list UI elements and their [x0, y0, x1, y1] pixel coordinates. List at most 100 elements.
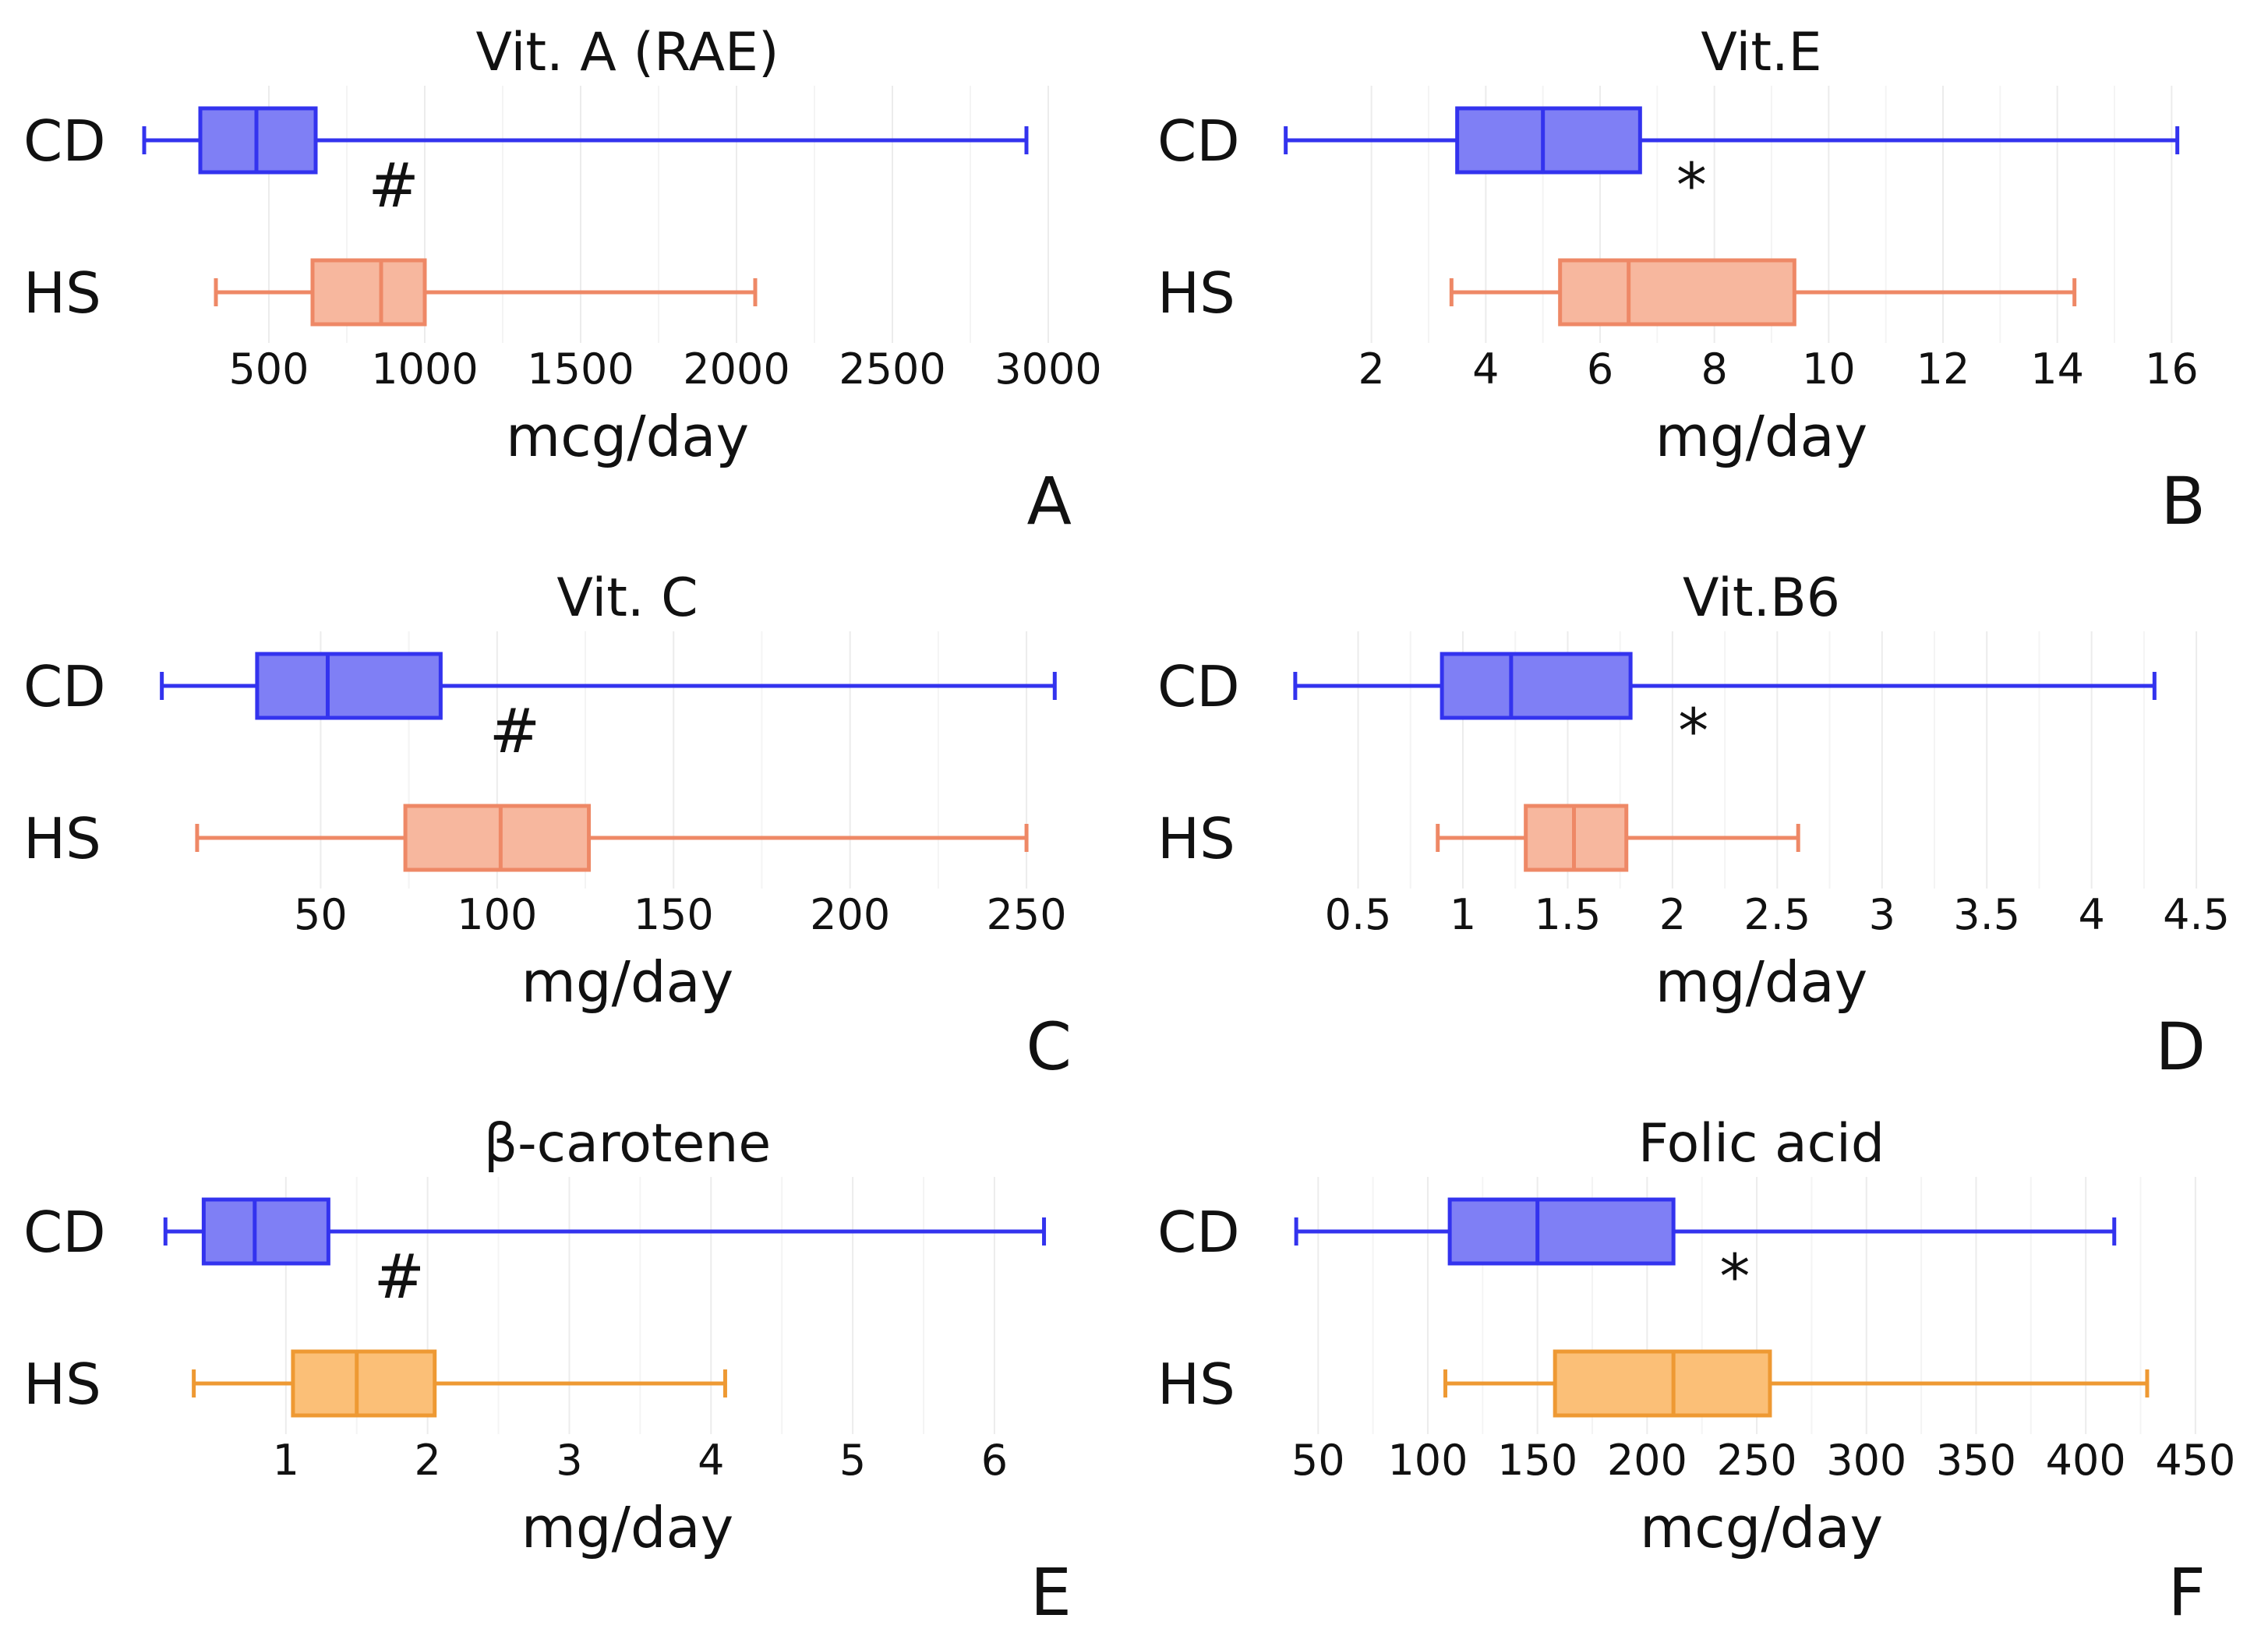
- panel-letter: C: [1026, 1009, 1072, 1085]
- box-cd: [163, 1197, 1047, 1266]
- panel-a: Vit. A (RAE) CD HS #500 1000 1500 2000 2500 3000…: [23, 22, 1102, 539]
- x-tick-label: 4: [2078, 890, 2104, 939]
- chart-title: Vit.E: [1701, 22, 1821, 83]
- x-tick-label: 2000: [683, 345, 790, 394]
- x-tick-label: 300: [1826, 1436, 1906, 1485]
- group-label-hs: HS: [23, 806, 101, 871]
- iqr-box: [1440, 652, 1633, 720]
- x-tick-label: 4: [1472, 345, 1499, 394]
- chart-title: β-carotene: [484, 1113, 772, 1175]
- box-cd: [1293, 652, 2157, 720]
- significance-mark: *: [1719, 1242, 1750, 1313]
- panel-c: Vit. C CD HS #50 100 150 200 250 mg/day C: [23, 567, 1072, 1085]
- x-tick-label: 200: [810, 890, 890, 939]
- group-label-hs: HS: [1157, 260, 1235, 326]
- x-tick-label: 12: [1916, 345, 1970, 394]
- x-tick-label: 2: [414, 1436, 440, 1485]
- x-tick-label: 450: [2155, 1436, 2235, 1485]
- x-tick-label: 150: [1497, 1436, 1577, 1485]
- panel-letter: D: [2155, 1009, 2206, 1085]
- iqr-box: [255, 652, 443, 720]
- group-label-cd: CD: [23, 654, 106, 719]
- x-tick-label: 3000: [994, 345, 1101, 394]
- box-hs: [192, 1349, 727, 1418]
- x-axis-label: mcg/day: [1640, 1495, 1883, 1560]
- x-tick-label: 2500: [839, 345, 945, 394]
- x-tick-label: 6: [981, 1436, 1008, 1485]
- x-tick-label: 5: [839, 1436, 866, 1485]
- chart-title: Vit. C: [556, 567, 698, 629]
- group-label-hs: HS: [23, 260, 101, 326]
- significance-mark: #: [368, 151, 419, 221]
- panel-f: Folic acid CD HS * 50 100 150 200 250 300 350 400 45…: [1157, 1113, 2235, 1631]
- panel-b: Vit.E CD HS * 2 4 6 8 10 12 14 16 mg/day B: [1157, 22, 2206, 539]
- group-label-hs: HS: [1157, 806, 1235, 871]
- x-axis-label: mg/day: [521, 1495, 734, 1560]
- significance-mark: *: [1678, 697, 1708, 767]
- x-axis-label: mcg/day: [506, 404, 749, 469]
- iqr-box: [1558, 258, 1796, 327]
- iqr-box: [291, 1349, 437, 1418]
- iqr-box: [310, 258, 427, 327]
- group-label-cd: CD: [1157, 108, 1240, 174]
- x-tick-label: 150: [634, 890, 714, 939]
- x-tick-label: 4: [698, 1436, 724, 1485]
- iqr-box: [1553, 1349, 1772, 1418]
- x-tick-label: 0.5: [1325, 890, 1392, 939]
- chart-title: Vit. A (RAE): [476, 22, 779, 83]
- panel-letter: A: [1027, 463, 1072, 539]
- box-hs: [214, 258, 758, 327]
- x-tick-label: 8: [1701, 345, 1727, 394]
- group-label-cd: CD: [1157, 654, 1240, 719]
- x-tick-label: 50: [1291, 1436, 1345, 1485]
- group-label-cd: CD: [23, 1200, 106, 1265]
- box-cd: [160, 652, 1057, 720]
- panel-letter: B: [2160, 463, 2206, 539]
- x-tick-label: 2.5: [1743, 890, 1811, 939]
- x-tick-label: 350: [1936, 1436, 2016, 1485]
- x-tick-label: 100: [1387, 1436, 1468, 1485]
- x-tick-label: 50: [294, 890, 348, 939]
- group-label-cd: CD: [23, 108, 106, 174]
- box-cd: [1294, 1197, 2117, 1266]
- box-cd: [142, 106, 1029, 175]
- box-hs: [195, 804, 1029, 872]
- chart-title: Vit.B6: [1683, 567, 1840, 629]
- x-tick-label: 400: [2046, 1436, 2126, 1485]
- box-cd: [1284, 106, 2180, 175]
- box-hs: [1443, 1349, 2150, 1418]
- group-label-cd: CD: [1157, 1200, 1240, 1265]
- panel-d: Vit.B6 CD HS * 0.5 1 1.5 2 2.5 3 3.5 4 4.5 mg/day D: [1157, 567, 2230, 1085]
- x-tick-label: 250: [987, 890, 1067, 939]
- x-tick-label: 14: [2030, 345, 2084, 394]
- panel-letter: F: [2168, 1554, 2206, 1631]
- x-tick-label: 1: [1450, 890, 1476, 939]
- significance-mark: #: [374, 1242, 425, 1313]
- x-tick-label: 500: [228, 345, 309, 394]
- box-hs: [1449, 258, 2077, 327]
- panel-e: β-carotene CD HS #1 2 3 4 5 6 mg/day E: [23, 1113, 1072, 1631]
- x-tick-label: 1.5: [1534, 890, 1601, 939]
- iqr-box: [1447, 1197, 1676, 1266]
- x-tick-label: 10: [1802, 345, 1856, 394]
- significance-mark: *: [1676, 151, 1707, 221]
- x-axis-label: mg/day: [1655, 404, 1868, 469]
- x-tick-label: 2: [1358, 345, 1384, 394]
- x-tick-label: 3: [1869, 890, 1895, 939]
- x-tick-label: 200: [1607, 1436, 1687, 1485]
- significance-mark: #: [489, 697, 540, 767]
- x-tick-label: 3: [556, 1436, 582, 1485]
- iqr-box: [403, 804, 592, 872]
- x-axis-label: mg/day: [1655, 949, 1868, 1015]
- box-hs: [1436, 804, 1800, 872]
- x-tick-label: 2: [1659, 890, 1686, 939]
- x-tick-label: 100: [457, 890, 537, 939]
- iqr-box: [201, 1197, 330, 1266]
- group-label-hs: HS: [23, 1352, 101, 1417]
- chart-title: Folic acid: [1638, 1113, 1885, 1175]
- x-tick-label: 250: [1717, 1436, 1797, 1485]
- x-tick-label: 3.5: [1953, 890, 2020, 939]
- x-axis-label: mg/day: [521, 949, 734, 1015]
- x-tick-label: 4.5: [2163, 890, 2230, 939]
- iqr-box: [1524, 804, 1629, 872]
